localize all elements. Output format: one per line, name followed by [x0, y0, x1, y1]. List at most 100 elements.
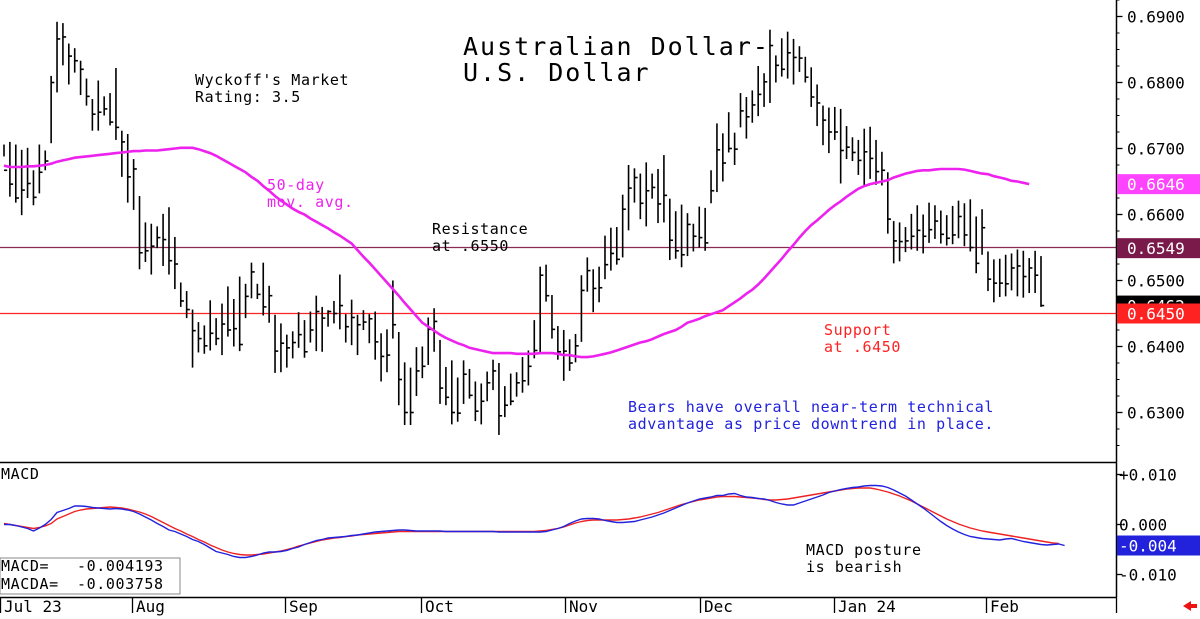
rating-line-2: Rating: 3.5	[195, 88, 301, 106]
price-tag-box	[1117, 303, 1200, 324]
price-bar	[191, 309, 196, 368]
price-bar	[604, 235, 609, 280]
price-bar	[881, 151, 886, 186]
price-bar	[763, 73, 768, 107]
month-label: Oct	[425, 597, 454, 616]
price-bar	[115, 67, 120, 140]
macd-y-axis: +0.010 0.000 -0.010	[1116, 466, 1177, 585]
price-bar	[162, 213, 167, 266]
y-tick-label: 0.6400	[1127, 338, 1185, 357]
price-bar	[857, 139, 862, 175]
price-bar	[291, 331, 296, 359]
price-bar	[698, 206, 703, 248]
price-bar	[663, 155, 668, 223]
macda-readout-value: -0.003758	[77, 575, 164, 593]
price-bar	[922, 214, 927, 254]
price-bar	[515, 372, 520, 397]
macd-y-tick-label: 0.000	[1119, 516, 1167, 535]
price-bar	[780, 38, 785, 77]
y-tick-label: 0.6900	[1127, 8, 1185, 27]
resistance-label-line-2: at .6550	[432, 237, 509, 255]
price-bar	[916, 205, 921, 251]
price-bar	[486, 371, 491, 402]
price-bar	[828, 107, 833, 154]
price-bar	[928, 202, 933, 243]
price-bar	[580, 275, 585, 342]
month-label: Feb	[990, 597, 1019, 616]
chart-title-line-1: Australian Dollar-	[463, 32, 770, 61]
price-bar	[14, 144, 19, 203]
price-bar	[586, 257, 591, 292]
price-bar	[297, 312, 302, 348]
price-bar	[374, 311, 379, 360]
price-bar	[109, 93, 114, 126]
price-bar	[73, 48, 78, 73]
price-bar	[168, 207, 173, 275]
x-axis: Jul 23 Aug Sep Oct Nov Dec Jan 24 Feb	[0, 597, 1118, 616]
price-bar	[150, 223, 155, 275]
price-tag-label: 0.6646	[1127, 175, 1185, 194]
price-bar	[951, 205, 956, 245]
price-bar	[904, 227, 909, 253]
price-bar	[403, 362, 408, 426]
price-bar	[50, 75, 55, 144]
price-bar	[126, 133, 131, 203]
price-bar	[839, 108, 844, 184]
price-bar	[722, 133, 727, 182]
price-bar	[633, 168, 638, 203]
price-bar	[551, 295, 556, 339]
price-bar	[651, 173, 656, 199]
y-axis: 0.6900 0.6800 0.6700 0.6600 0.6500 0.6400 0.63…	[1116, 0, 1185, 446]
price-bar	[710, 170, 715, 204]
price-bar	[539, 266, 544, 353]
macd-note-line-2: is bearish	[806, 558, 902, 576]
scroll-left-arrow-icon[interactable]	[1183, 601, 1197, 611]
price-bar	[798, 46, 803, 72]
price-bar	[898, 222, 903, 262]
price-bar	[887, 172, 892, 234]
price-bar	[816, 84, 821, 127]
price-bar	[344, 314, 349, 343]
price-bar	[62, 23, 67, 66]
resistance-label-line-1: Resistance	[432, 220, 528, 238]
price-bar	[132, 159, 137, 210]
price-tag-label: 0.6549	[1127, 239, 1185, 258]
price-bar	[492, 359, 497, 391]
price-bar	[9, 141, 14, 197]
price-bar	[504, 386, 509, 418]
month-label: Sep	[289, 597, 318, 616]
y-tick-label: 0.6500	[1127, 272, 1185, 291]
bear-note-line-1: Bears have overall near-term technical	[628, 398, 994, 416]
price-bar	[350, 299, 355, 346]
ma-line	[3, 146, 1030, 359]
price-bar	[1010, 253, 1015, 291]
price-bar	[945, 215, 950, 246]
price-bar	[786, 31, 791, 79]
price-bar	[845, 126, 850, 160]
price-bar	[138, 196, 143, 270]
price-bar	[203, 325, 208, 354]
price-bar	[409, 367, 414, 426]
price-bar	[462, 360, 467, 404]
price-bar	[733, 132, 738, 165]
price-bar	[769, 29, 774, 103]
price-bar	[362, 310, 367, 330]
macd-y-tick-label: +0.010	[1119, 466, 1177, 485]
price-bar	[869, 126, 874, 179]
price-bar	[315, 295, 320, 352]
price-bar	[804, 56, 809, 83]
price-bar	[1028, 258, 1033, 294]
price-bar	[56, 21, 61, 93]
price-bar	[739, 93, 744, 128]
macd-tag-box	[1117, 535, 1200, 556]
price-bar	[227, 286, 232, 337]
price-bar	[657, 168, 662, 224]
price-bar	[468, 368, 473, 399]
macd-pane-title: MACD	[1, 465, 40, 483]
price-bar	[680, 204, 685, 268]
price-bar	[256, 283, 261, 299]
macd-y-tick-label: -0.010	[1119, 566, 1177, 585]
price-bar	[274, 314, 279, 373]
price-bar	[621, 194, 626, 258]
